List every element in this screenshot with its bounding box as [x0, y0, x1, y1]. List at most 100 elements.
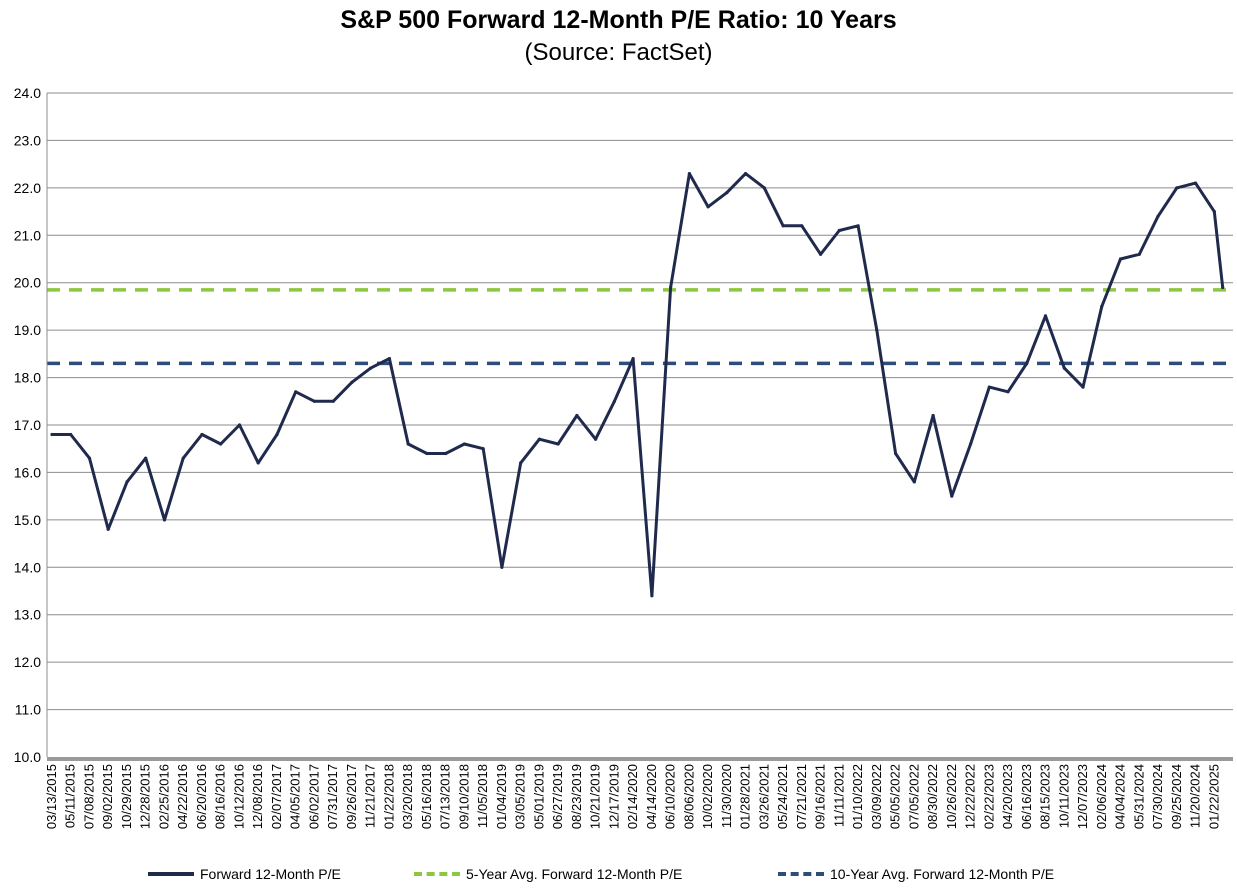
- data-point: [875, 328, 879, 332]
- legend-item-10yr-avg: 10-Year Avg. Forward 12-Month P/E: [778, 866, 1054, 882]
- x-tick-label: 02/14/2020: [625, 764, 640, 829]
- x-tick-label: 01/22/2018: [381, 764, 396, 829]
- data-point: [144, 456, 148, 460]
- x-tick-label: 03/05/2019: [513, 764, 528, 829]
- x-tick-label: 05/01/2019: [531, 764, 546, 829]
- data-point: [312, 399, 316, 403]
- data-point: [181, 456, 185, 460]
- x-tick-label: 05/24/2021: [775, 764, 790, 829]
- x-tick-label: 12/07/2023: [1075, 764, 1090, 829]
- data-point: [1100, 304, 1104, 308]
- data-point: [912, 480, 916, 484]
- x-tick-label: 04/04/2024: [1113, 764, 1128, 829]
- x-tick-label: 10/21/2019: [588, 764, 603, 829]
- data-point: [500, 565, 504, 569]
- x-tick-label: 11/21/2017: [363, 764, 378, 828]
- data-point: [1043, 314, 1048, 318]
- x-tick-label: 04/05/2017: [288, 764, 303, 829]
- x-axis-ticks: 03/13/2015 05/11/2015 07/08/2015 09/02/2015…: [44, 764, 1221, 829]
- x-tick-label: 10/02/2020: [700, 764, 715, 829]
- data-point: [894, 451, 898, 456]
- x-tick-label: 08/06/2020: [681, 764, 696, 829]
- x-tick-label: 11/05/2018: [475, 764, 490, 828]
- data-point: [125, 480, 129, 484]
- y-tick-label: 20.0: [14, 275, 41, 291]
- series-layer: [47, 172, 1233, 598]
- x-tick-label: 06/16/2023: [1019, 764, 1034, 829]
- data-point: [594, 437, 598, 441]
- y-tick-label: 11.0: [15, 702, 41, 718]
- legend-label-10yr-avg: 10-Year Avg. Forward 12-Month P/E: [830, 866, 1055, 882]
- data-point: [669, 285, 673, 290]
- data-point: [425, 451, 429, 456]
- x-tick-label: 04/22/2016: [175, 764, 190, 829]
- x-tick-label: 08/30/2022: [925, 764, 940, 829]
- y-tick-label: 21.0: [14, 227, 41, 243]
- y-tick-label: 18.0: [14, 370, 41, 386]
- y-tick-label: 19.0: [14, 322, 41, 338]
- data-point: [762, 186, 766, 190]
- x-tick-label: 11/30/2020: [719, 764, 734, 828]
- data-point: [1062, 366, 1066, 370]
- x-tick-label: 08/16/2016: [213, 764, 228, 829]
- data-point: [444, 451, 448, 456]
- x-tick-label: 05/11/2015: [63, 764, 78, 828]
- x-tick-label: 03/20/2018: [400, 764, 415, 829]
- data-point: [331, 399, 335, 403]
- data-point: [1156, 214, 1160, 218]
- data-point: [1137, 252, 1141, 256]
- y-tick-label: 22.0: [14, 180, 41, 196]
- x-tick-label: 01/04/2019: [494, 764, 509, 829]
- data-point: [481, 447, 485, 451]
- data-point: [219, 442, 223, 446]
- data-point: [387, 357, 391, 361]
- data-point: [162, 518, 167, 522]
- legend-label-5yr-avg: 5-Year Avg. Forward 12-Month P/E: [466, 866, 683, 882]
- data-point: [519, 461, 523, 465]
- x-tick-label: 12/17/2019: [606, 764, 621, 829]
- x-tick-label: 06/20/2016: [194, 764, 209, 829]
- x-tick-label: 04/20/2023: [1000, 764, 1015, 829]
- data-point: [69, 432, 73, 437]
- legend-label-forward-pe: Forward 12-Month P/E: [200, 866, 341, 882]
- data-point: [1175, 186, 1179, 190]
- chart-title: S&P 500 Forward 12-Month P/E Ratio: 10 Y…: [340, 6, 897, 34]
- x-tick-label: 04/14/2020: [644, 764, 659, 829]
- x-tick-label: 01/22/2025: [1206, 764, 1221, 829]
- x-tick-label: 02/25/2016: [156, 764, 171, 829]
- data-point: [556, 442, 560, 446]
- x-tick-label: 03/09/2022: [869, 764, 884, 829]
- x-tick-label: 12/22/2022: [963, 764, 978, 829]
- y-tick-label: 15.0: [14, 512, 41, 528]
- y-tick-label: 14.0: [14, 559, 41, 575]
- x-tick-label: 02/22/2023: [981, 764, 996, 829]
- data-point: [1025, 361, 1029, 365]
- y-tick-label: 23.0: [14, 132, 41, 148]
- x-tick-label: 08/15/2023: [1038, 764, 1053, 829]
- data-point: [950, 494, 954, 498]
- data-point: [819, 252, 823, 256]
- x-tick-label: 05/31/2024: [1131, 764, 1146, 829]
- chart-legend: Forward 12-Month P/E 5-Year Avg. Forward…: [0, 866, 1237, 890]
- data-point: [1221, 285, 1225, 290]
- data-point: [706, 205, 710, 209]
- data-point: [781, 224, 785, 228]
- x-tick-label: 05/05/2022: [888, 764, 903, 829]
- data-point: [275, 432, 279, 437]
- data-point: [856, 224, 860, 228]
- x-tick-label: 10/29/2015: [119, 764, 134, 829]
- x-tick-label: 10/11/2023: [1056, 764, 1071, 828]
- axes: [46, 93, 1233, 761]
- data-point: [87, 456, 92, 460]
- x-tick-label: 09/10/2018: [456, 764, 471, 829]
- data-point: [687, 172, 692, 176]
- legend-swatch-5yr-avg: [414, 872, 460, 876]
- x-tick-label: 09/16/2021: [813, 764, 828, 829]
- data-point: [744, 172, 748, 176]
- data-point: [1118, 257, 1123, 261]
- data-point: [1081, 385, 1085, 389]
- x-tick-label: 09/02/2015: [100, 764, 115, 829]
- y-tick-label: 13.0: [14, 607, 41, 623]
- data-point: [575, 413, 579, 418]
